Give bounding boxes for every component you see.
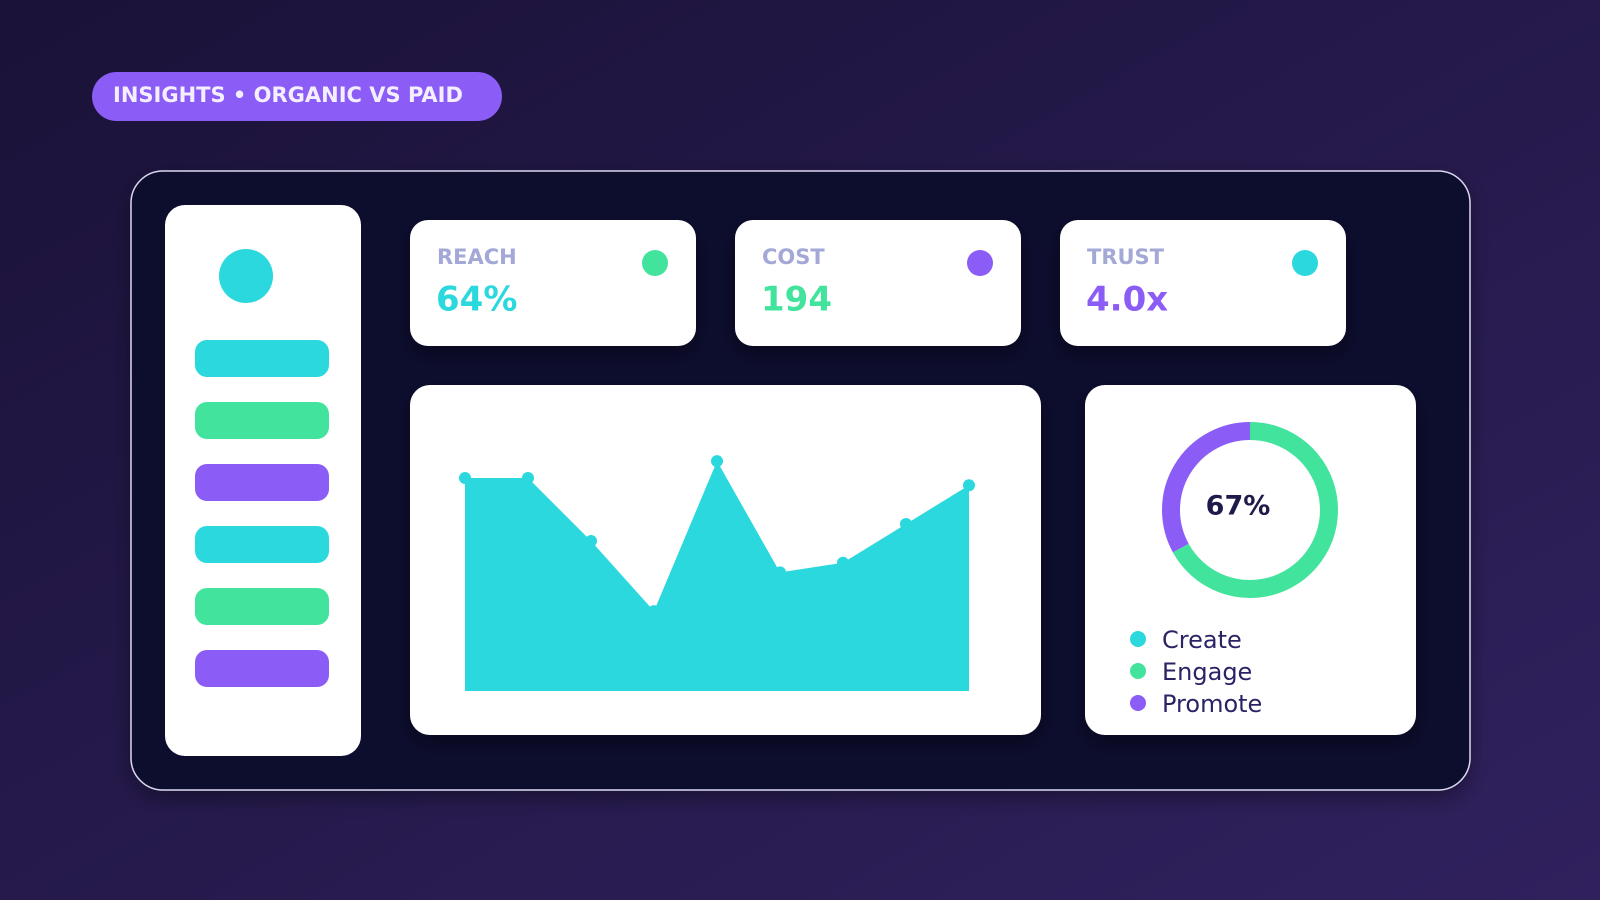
point: [459, 472, 471, 485]
kpi-card: [735, 220, 1021, 346]
area: [465, 461, 969, 691]
charts: Create Engage Promote 67%: [459, 422, 1338, 718]
point: [711, 455, 723, 468]
point: [963, 479, 975, 492]
kpi-card: [1060, 220, 1346, 346]
donut-segment: [1162, 422, 1251, 553]
legend-label: Engage: [1162, 658, 1252, 686]
badge: [92, 72, 502, 121]
point: [774, 566, 786, 579]
avatar: [219, 249, 273, 303]
legend-dot: [1130, 695, 1146, 711]
legend-dot: [1130, 663, 1146, 679]
badge-text: INSIGHTS • ORGANIC VS PAID: [113, 83, 463, 107]
legend-label: Promote: [1162, 690, 1262, 718]
point: [522, 472, 534, 485]
kpi-label: TRUST: [1087, 245, 1165, 269]
point: [585, 534, 597, 547]
kpi-dot: [1292, 250, 1318, 276]
kpi-label: COST: [762, 245, 825, 269]
donut-segment: [1172, 422, 1338, 598]
point: [648, 605, 660, 618]
kpi-dot: [967, 250, 993, 276]
point: [900, 518, 912, 531]
legend-label: Create: [1162, 626, 1242, 654]
nav-item[interactable]: [195, 650, 329, 687]
nav-item[interactable]: [195, 588, 329, 625]
kpi-label: REACH: [437, 245, 517, 269]
kpi-card: [410, 220, 696, 346]
kpi-value: 194: [761, 280, 832, 320]
donut-center: 67%: [1206, 491, 1271, 522]
nav-item[interactable]: [195, 526, 329, 563]
nav-item[interactable]: [195, 340, 329, 377]
nav-item[interactable]: [195, 402, 329, 439]
kpi-value: 64%: [436, 280, 517, 320]
kpi-value: 4.0x: [1086, 280, 1168, 320]
kpi-dot: [642, 250, 668, 276]
legend-dot: [1130, 631, 1146, 647]
nav-item[interactable]: [195, 464, 329, 501]
donut-card: [1085, 385, 1416, 735]
point: [837, 556, 849, 569]
